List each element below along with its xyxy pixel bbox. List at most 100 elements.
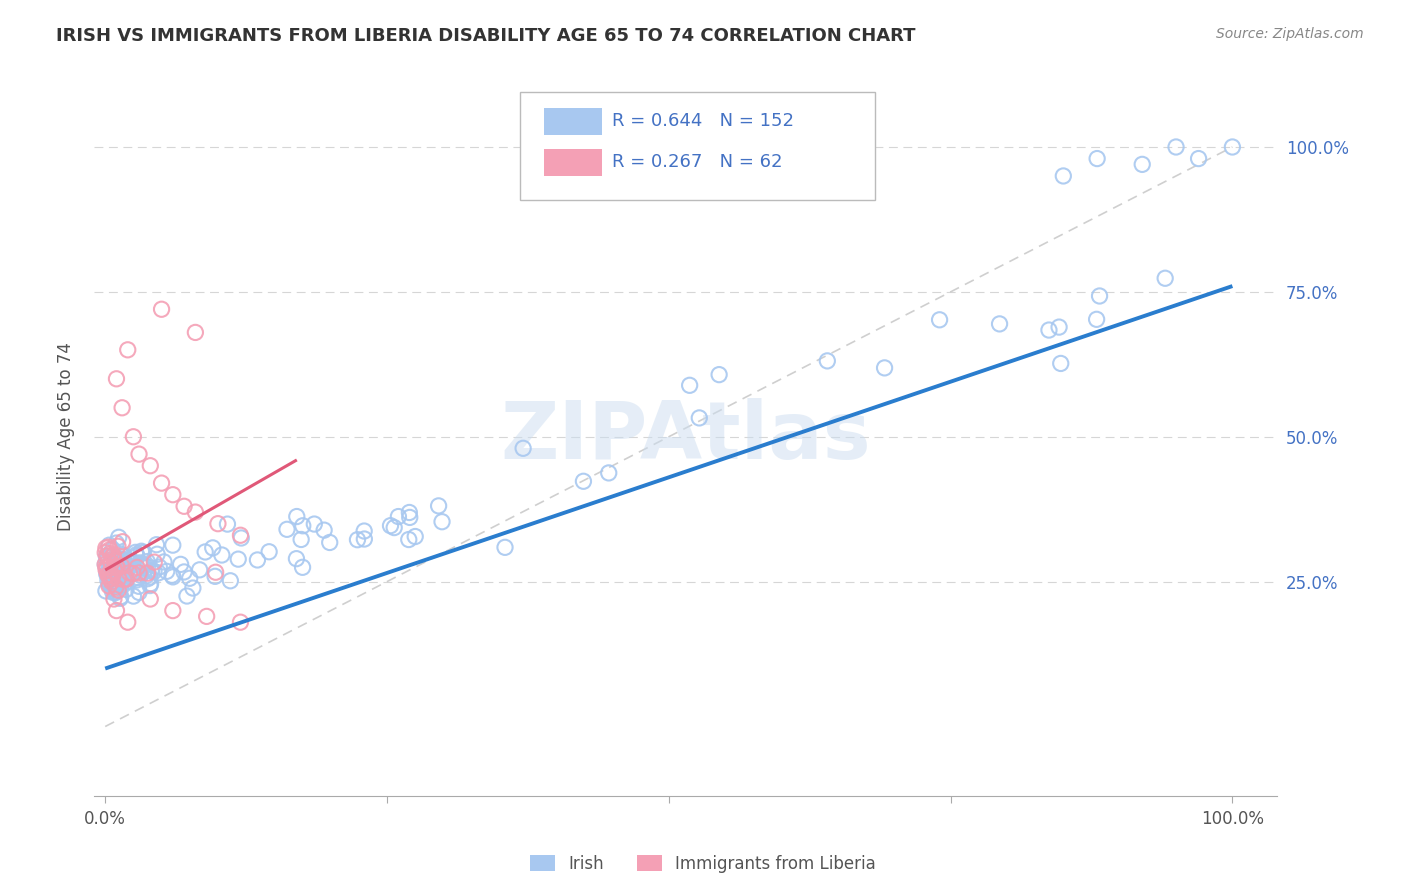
Point [129, 568, 152, 582]
Point [598, 466, 620, 480]
Point [204, 569, 226, 583]
Point [162, 604, 184, 618]
Point [148, 560, 170, 574]
Point [97, 574, 120, 588]
Point [101, 548, 124, 562]
Point [148, 566, 170, 580]
Point [207, 516, 229, 531]
Point [104, 575, 127, 590]
Point [246, 553, 269, 567]
Point [136, 572, 159, 586]
Point [94, 560, 117, 574]
Point [100, 574, 122, 589]
Point [100, 556, 122, 570]
Point [103, 551, 125, 566]
Point [110, 591, 132, 606]
Point [136, 560, 159, 574]
Point [96, 549, 118, 563]
Point [103, 564, 125, 578]
Point [162, 570, 184, 584]
Point [988, 317, 1011, 331]
Point [94, 583, 117, 598]
Point [494, 541, 516, 555]
Point [290, 533, 312, 547]
Point [129, 558, 152, 573]
Point [139, 578, 162, 592]
Point [125, 549, 148, 564]
Point [115, 572, 138, 586]
Point [107, 530, 129, 544]
Point [101, 585, 124, 599]
Point [118, 554, 141, 568]
FancyBboxPatch shape [544, 108, 602, 135]
Point [136, 566, 159, 581]
Point [100, 581, 122, 595]
Point [1052, 169, 1074, 183]
Point [1130, 157, 1153, 171]
Point [153, 555, 176, 569]
Point [124, 556, 146, 570]
Point [128, 579, 150, 593]
Point [103, 563, 125, 577]
Text: R = 0.644   N = 152: R = 0.644 N = 152 [613, 112, 794, 130]
Point [117, 615, 139, 630]
Point [1047, 320, 1070, 334]
Point [162, 488, 184, 502]
Point [427, 499, 450, 513]
Y-axis label: Disability Age 65 to 74: Disability Age 65 to 74 [58, 343, 75, 531]
Point [127, 560, 149, 574]
Point [103, 592, 125, 607]
Point [117, 343, 139, 357]
Point [139, 564, 162, 578]
Point [107, 551, 129, 566]
Point [94, 563, 117, 577]
Point [128, 447, 150, 461]
Point [173, 565, 195, 579]
Point [122, 589, 145, 603]
Point [97, 567, 120, 582]
Point [815, 354, 838, 368]
Point [353, 532, 375, 546]
Point [195, 609, 218, 624]
Point [103, 561, 125, 575]
Point [572, 475, 595, 489]
Point [115, 574, 138, 589]
Point [217, 517, 239, 532]
Point [176, 589, 198, 603]
Point [204, 566, 226, 580]
Point [211, 548, 233, 562]
Point [707, 368, 730, 382]
Point [100, 547, 122, 561]
Point [107, 572, 129, 586]
Point [103, 561, 125, 575]
Point [398, 506, 420, 520]
Point [105, 560, 128, 574]
Point [105, 604, 128, 618]
Point [1088, 289, 1111, 303]
Point [120, 556, 142, 570]
Point [101, 542, 124, 557]
Point [100, 556, 122, 570]
Point [143, 565, 166, 579]
Point [111, 555, 134, 569]
Point [314, 523, 336, 537]
Point [115, 567, 138, 582]
Point [98, 579, 121, 593]
Point [1038, 323, 1060, 337]
Point [101, 549, 124, 564]
Point [111, 401, 134, 415]
Point [98, 571, 121, 585]
Point [118, 566, 141, 580]
Point [107, 573, 129, 587]
Point [97, 540, 120, 554]
Point [96, 553, 118, 567]
Point [107, 539, 129, 553]
Point [1222, 140, 1244, 154]
Point [94, 558, 117, 572]
Point [112, 573, 135, 587]
Point [110, 547, 132, 561]
Point [111, 558, 134, 573]
Point [129, 558, 152, 572]
Point [111, 552, 134, 566]
Point [346, 533, 368, 547]
